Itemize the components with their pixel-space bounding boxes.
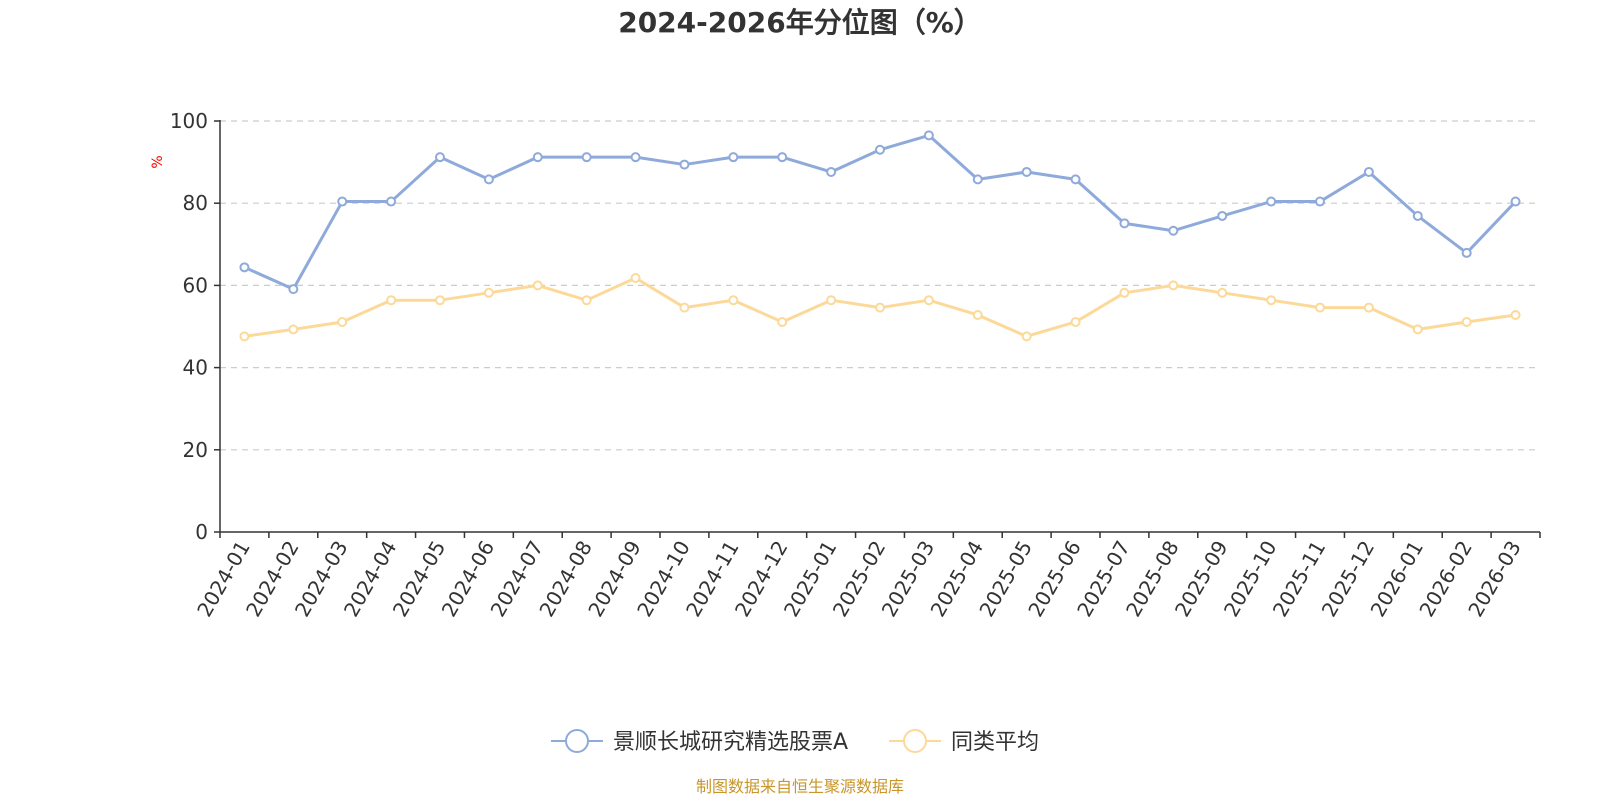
- legend-label: 景顺长城研究精选股票A: [613, 730, 848, 755]
- data-point[interactable]: [1363, 166, 1374, 177]
- data-point[interactable]: [337, 316, 348, 327]
- x-tick-labels: 2024-012024-022024-032024-042024-052024-…: [192, 537, 1526, 621]
- data-point[interactable]: [1119, 218, 1130, 229]
- series-1: [239, 130, 1521, 295]
- data-point[interactable]: [288, 324, 299, 335]
- data-point[interactable]: [1266, 295, 1277, 306]
- data-point[interactable]: [386, 295, 397, 306]
- data-point[interactable]: [483, 174, 494, 185]
- axes: [214, 120, 1541, 538]
- data-point[interactable]: [826, 166, 837, 177]
- data-point[interactable]: [679, 302, 690, 313]
- data-point[interactable]: [1021, 331, 1032, 342]
- data-point[interactable]: [1070, 174, 1081, 185]
- data-point[interactable]: [435, 295, 445, 306]
- data-point[interactable]: [679, 159, 690, 170]
- data-point[interactable]: [1021, 166, 1032, 177]
- data-point[interactable]: [239, 262, 250, 273]
- data-point[interactable]: [923, 295, 934, 306]
- data-point[interactable]: [1461, 247, 1472, 258]
- data-point[interactable]: [1315, 196, 1325, 207]
- data-point[interactable]: [972, 174, 983, 185]
- series-2: [239, 273, 1521, 342]
- y-tick-label: 80: [183, 191, 208, 215]
- data-point[interactable]: [288, 284, 299, 295]
- legend-label: 同类平均: [951, 730, 1039, 755]
- y-tick-label: 100: [170, 109, 208, 133]
- data-point[interactable]: [875, 302, 885, 313]
- data-point[interactable]: [435, 152, 445, 163]
- data-point[interactable]: [1168, 280, 1179, 291]
- data-point[interactable]: [1412, 324, 1423, 335]
- data-point[interactable]: [239, 331, 250, 342]
- data-point[interactable]: [777, 152, 788, 163]
- data-point[interactable]: [826, 295, 837, 306]
- y-axis-label: %: [150, 155, 166, 168]
- y-tick-label: 60: [183, 273, 208, 297]
- legend-marker-icon: [903, 729, 927, 753]
- data-point[interactable]: [386, 196, 397, 207]
- data-point[interactable]: [1217, 287, 1228, 298]
- series-group: [239, 130, 1521, 342]
- data-point[interactable]: [1363, 302, 1374, 313]
- legend-marker-icon: [565, 729, 589, 753]
- data-point[interactable]: [1266, 196, 1277, 207]
- legend[interactable]: 景顺长城研究精选股票A 同类平均: [551, 729, 1039, 755]
- data-point[interactable]: [532, 152, 543, 163]
- data-point[interactable]: [1510, 196, 1521, 207]
- legend-item-2[interactable]: 同类平均: [889, 729, 1039, 755]
- data-point[interactable]: [581, 152, 592, 163]
- chart-title: 2024-2026年分位图（%）: [618, 6, 982, 39]
- data-point[interactable]: [337, 196, 348, 207]
- data-point[interactable]: [532, 280, 543, 291]
- source-note: 制图数据来自恒生聚源数据库: [696, 777, 904, 796]
- data-point[interactable]: [1315, 302, 1325, 313]
- y-tick-label: 20: [183, 438, 208, 462]
- data-point[interactable]: [728, 295, 739, 306]
- data-point[interactable]: [728, 152, 739, 163]
- data-point[interactable]: [972, 309, 983, 320]
- series-line: [243, 133, 1517, 291]
- y-tick-label: 40: [183, 356, 208, 380]
- data-point[interactable]: [1510, 309, 1521, 320]
- data-point[interactable]: [1412, 210, 1423, 221]
- legend-item-1[interactable]: 景顺长城研究精选股票A: [551, 729, 848, 755]
- data-point[interactable]: [1070, 316, 1081, 327]
- data-point[interactable]: [483, 287, 494, 298]
- data-point[interactable]: [875, 144, 885, 155]
- grid-lines: [220, 120, 1540, 451]
- data-point[interactable]: [630, 152, 641, 163]
- y-tick-labels: 0 20 40 60 80 100: [170, 109, 208, 544]
- data-point[interactable]: [581, 295, 592, 306]
- data-point[interactable]: [923, 130, 934, 141]
- data-point[interactable]: [777, 316, 788, 327]
- data-point[interactable]: [630, 273, 641, 284]
- y-tick-label: 0: [195, 520, 208, 544]
- data-point[interactable]: [1217, 210, 1228, 221]
- data-point[interactable]: [1119, 287, 1130, 298]
- data-point[interactable]: [1461, 316, 1472, 327]
- data-point[interactable]: [1168, 225, 1179, 236]
